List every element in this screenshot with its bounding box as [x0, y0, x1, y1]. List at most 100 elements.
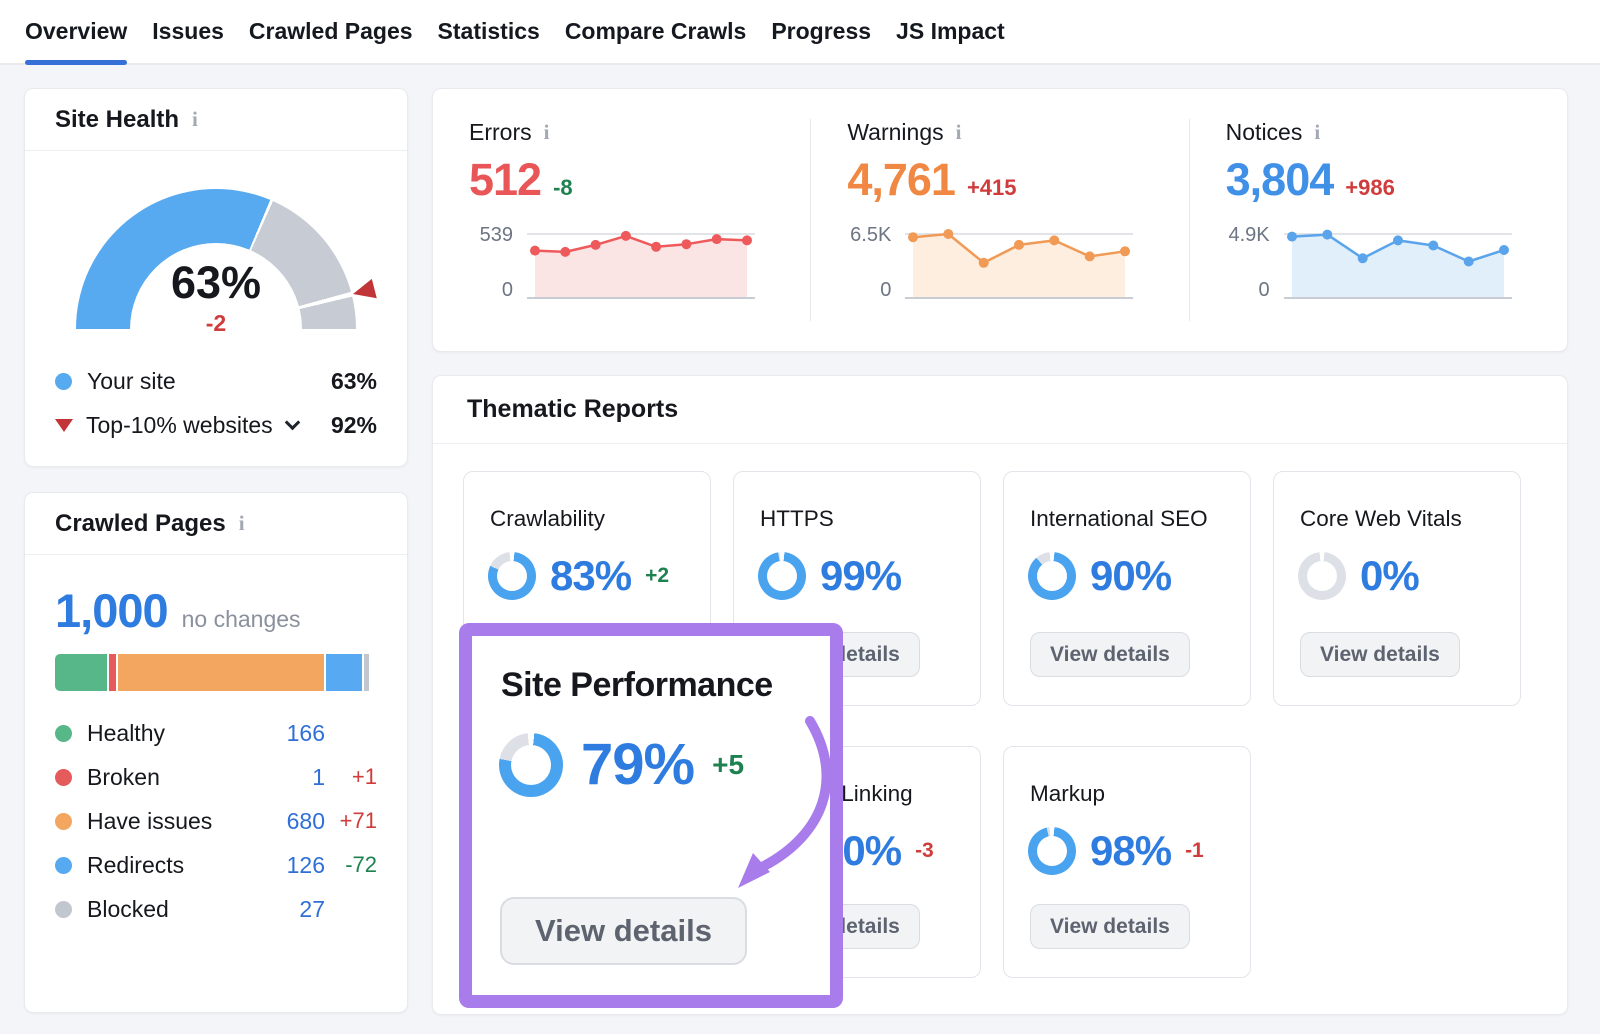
legend-row-top10: Top-10% websites 92%	[55, 403, 377, 447]
info-icon[interactable]: i	[543, 120, 550, 144]
tab-js-impact[interactable]: JS Impact	[896, 18, 1005, 44]
info-icon[interactable]: i	[1314, 120, 1321, 144]
top10-label: Top-10% websites	[86, 411, 273, 438]
international-seo-view-details-button[interactable]: View details	[1030, 632, 1190, 677]
notices-label: Notices	[1225, 119, 1303, 145]
https-label: HTTPS	[760, 506, 834, 531]
redirects-count[interactable]: 126	[286, 851, 325, 878]
legend-row-broken: Broken 1 +1	[55, 755, 377, 799]
markup-label: Markup	[1030, 781, 1106, 806]
site-health-header: Site Health i	[25, 89, 407, 151]
warnings-delta: +415	[966, 175, 1017, 200]
markup-view-details-button[interactable]: View details	[1030, 904, 1190, 949]
site-health-card: Site Health i 63% -2 Your site 63% Top-1…	[24, 88, 408, 467]
blocked-count[interactable]: 27	[299, 895, 325, 922]
notices-delta: +986	[1345, 175, 1395, 200]
have-issues-count[interactable]: 680	[286, 807, 325, 834]
markup-delta: -1	[1185, 839, 1204, 862]
info-icon[interactable]: i	[192, 107, 198, 131]
warnings-column: Warnings i 4,761 +415 6.5K 0	[810, 119, 1188, 321]
markup-ring-icon	[1028, 827, 1076, 875]
site-performance-percent: 79%	[581, 732, 695, 797]
crawled-total: 1,000	[55, 584, 169, 637]
healthy-count[interactable]: 166	[286, 719, 325, 746]
crawled-pages-legend: Healthy 166 Broken 1 +1 Have issues 680 …	[55, 711, 377, 931]
red-triangle-icon	[55, 418, 73, 432]
warnings-ymax: 6.5K	[850, 224, 892, 246]
core-web-vitals-view-details-button[interactable]: View details	[1300, 632, 1460, 677]
site-performance-highlight: Site Performance 79% +5 View details	[459, 623, 843, 1008]
site-performance-ring-icon	[499, 732, 563, 797]
notices-ymax: 4.9K	[1228, 224, 1270, 246]
legend-row-redirects: Redirects 126 -72	[55, 843, 377, 887]
international-seo-label: International SEO	[1030, 506, 1208, 531]
crawlability-percent: 83%	[550, 552, 632, 599]
site-performance-view-details-button[interactable]: View details	[500, 897, 747, 965]
bar-segment-blocked	[361, 654, 370, 691]
broken-dot-icon	[55, 768, 72, 786]
errors-ymax: 539	[479, 224, 513, 246]
core-web-vitals-ring-icon	[1298, 552, 1346, 600]
crawled-note: no changes	[181, 606, 301, 632]
crawlability-label: Crawlability	[490, 506, 606, 531]
your-site-label: Your site	[87, 367, 176, 394]
site-health-gauge: 63% -2	[76, 189, 377, 336]
info-icon[interactable]: i	[955, 120, 962, 144]
top10-value: 92%	[330, 411, 377, 438]
blocked-dot-icon	[55, 900, 72, 918]
core-web-vitals-label: Core Web Vitals	[1300, 506, 1462, 531]
https-ring-icon	[758, 552, 806, 600]
legend-row-healthy: Healthy 166	[55, 711, 377, 755]
https-percent: 99%	[820, 552, 902, 599]
issues-summary-card: Errors i 512 -8 539 0 Warnings i 4,761	[432, 88, 1568, 352]
crawlability-delta: +2	[645, 564, 670, 587]
crawled-pages-card: Crawled Pages i 1,000 no changes Healthy…	[24, 492, 408, 1013]
international-seo-card: International SEO 90% View details	[1003, 471, 1251, 706]
tab-statistics[interactable]: Statistics	[437, 18, 540, 44]
warnings-value[interactable]: 4,761	[847, 154, 956, 205]
tab-progress[interactable]: Progress	[771, 18, 872, 44]
errors-delta: -8	[553, 175, 573, 200]
your-site-value: 63%	[330, 367, 377, 394]
notices-ymin: 0	[1258, 279, 1270, 301]
crawled-pages-title: Crawled Pages	[55, 509, 226, 537]
warnings-ymin: 0	[880, 279, 892, 301]
tab-overview[interactable]: Overview	[25, 0, 128, 65]
broken-count[interactable]: 1	[312, 763, 325, 790]
notices-value[interactable]: 3,804	[1225, 154, 1335, 205]
tab-compare-crawls[interactable]: Compare Crawls	[564, 18, 747, 44]
internal-linking-delta: -3	[915, 839, 934, 862]
errors-ymin: 0	[501, 279, 513, 301]
bar-segment-redirects	[324, 654, 362, 691]
errors-column: Errors i 512 -8 539 0	[433, 119, 810, 321]
errors-value[interactable]: 512	[469, 154, 542, 205]
tab-issues[interactable]: Issues	[152, 18, 224, 44]
chevron-down-icon[interactable]	[284, 414, 300, 431]
warnings-label: Warnings	[847, 119, 944, 145]
redirects-dot-icon	[55, 856, 72, 874]
errors-label: Errors	[469, 119, 532, 145]
healthy-dot-icon	[55, 724, 72, 742]
gauge-value: 63%	[170, 257, 262, 308]
site-health-title: Site Health	[55, 105, 180, 133]
thematic-reports-card: Thematic Reports Crawlability 83% +2 Vie…	[432, 375, 1568, 1015]
markup-percent: 98%	[1090, 827, 1172, 874]
info-icon[interactable]: i	[238, 511, 245, 535]
site-health-legend: Your site 63% Top-10% websites 92%	[55, 359, 377, 447]
gauge-delta: -2	[205, 310, 227, 336]
warnings-sparkline	[905, 222, 1134, 302]
top-nav: Overview Issues Crawled Pages Statistics…	[0, 0, 1600, 65]
your-site-dot-icon	[55, 372, 72, 390]
international-seo-ring-icon	[1028, 552, 1076, 600]
bar-segment-healthy	[55, 654, 108, 691]
legend-row-have-issues: Have issues 680 +71	[55, 799, 377, 843]
site-performance-delta: +5	[712, 748, 745, 780]
errors-sparkline	[527, 222, 755, 302]
tab-crawled-pages[interactable]: Crawled Pages	[248, 18, 413, 44]
markup-card: Markup 98% -1 View details	[1003, 746, 1251, 978]
thematic-reports-title: Thematic Reports	[433, 376, 1567, 444]
have-issues-dot-icon	[55, 812, 72, 830]
crawled-pages-header: Crawled Pages i	[25, 493, 407, 555]
crawlability-ring-icon	[488, 552, 536, 600]
